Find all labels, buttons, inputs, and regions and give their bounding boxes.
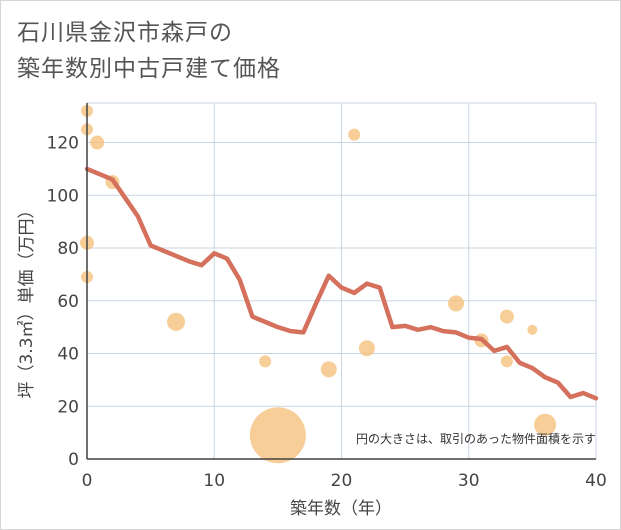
- x-tick-label: 10: [203, 471, 225, 491]
- bubble-point: [499, 309, 514, 324]
- bubble-point: [534, 413, 557, 436]
- bubble-point: [348, 128, 361, 141]
- title-line-2: 築年数別中古戸建て価格: [17, 56, 281, 82]
- y-tick-label: 60: [57, 292, 79, 312]
- bubble-point: [259, 355, 272, 368]
- bubble-point: [527, 324, 538, 335]
- y-tick-label: 0: [68, 450, 79, 470]
- bubble-point: [90, 135, 105, 150]
- x-tick-label: 40: [585, 471, 607, 491]
- y-tick-label: 80: [57, 239, 79, 259]
- axes: [86, 103, 596, 460]
- bubble-point: [167, 312, 186, 331]
- x-tick-label: 0: [82, 471, 93, 491]
- y-tick-label: 40: [57, 345, 79, 365]
- bubble-point: [320, 361, 337, 378]
- bubble-point: [500, 355, 513, 368]
- y-tick-label: 120: [47, 134, 79, 154]
- bubble-series: [80, 104, 557, 464]
- y-tick-label: 100: [47, 186, 79, 206]
- bubble-point: [358, 340, 375, 357]
- grid-lines: [87, 102, 597, 459]
- average-price-line: [84, 166, 599, 401]
- y-axis-label: 坪（3.3㎡）単価（万円）: [17, 201, 37, 398]
- bubble-point: [249, 407, 306, 464]
- x-tick-label: 30: [458, 471, 480, 491]
- y-tick-label: 20: [57, 397, 79, 417]
- title-line-1: 石川県金沢市森戸の: [17, 20, 233, 46]
- bubble-point: [448, 295, 465, 312]
- tick-labels: 0 10 20 30 40 0 20 40 60 80 100 120: [47, 134, 607, 491]
- x-tick-label: 20: [331, 471, 353, 491]
- line-series: [84, 166, 599, 401]
- chart-title: 石川県金沢市森戸の 築年数別中古戸建て価格: [17, 15, 281, 87]
- bubble-size-note: 円の大きさは、取引のあった物件面積を示す: [356, 431, 596, 446]
- x-axis-label: 築年数（年）: [290, 499, 392, 519]
